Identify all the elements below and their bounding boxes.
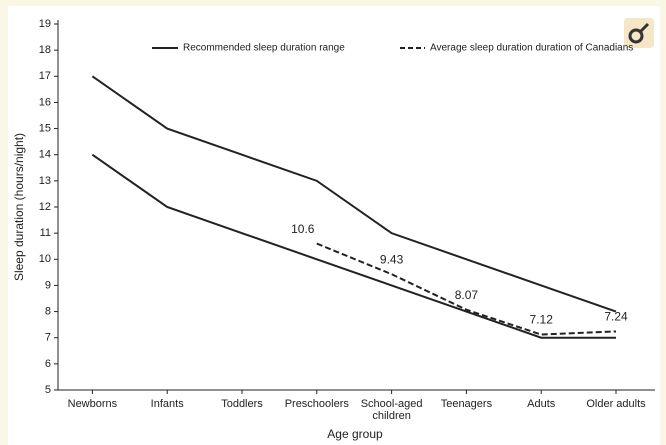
y-tick-label: 12 (39, 201, 51, 213)
series-line (316, 242, 617, 336)
plot-background (8, 6, 660, 445)
y-tick-label: 16 (39, 96, 51, 108)
y-tick-label: 13 (39, 175, 51, 187)
y-tick-label: 8 (45, 305, 51, 317)
y-tick-label: 17 (39, 70, 51, 82)
y-tick-label: 14 (39, 149, 51, 161)
series-line (91, 153, 616, 339)
logo (624, 18, 654, 48)
series-line (91, 75, 617, 313)
x-axis-title: Age group (327, 427, 383, 441)
y-tick-label: 15 (39, 122, 51, 134)
data-label: 10.6 (291, 222, 315, 236)
data-label: 8.07 (455, 288, 479, 302)
y-tick-label: 5 (45, 384, 51, 396)
legend-label: Average sleep duration duration of Canad… (430, 43, 633, 54)
x-tick-label: Aduts (527, 398, 556, 410)
y-tick-label: 19 (39, 18, 51, 30)
y-tick-label: 18 (39, 44, 51, 56)
x-tick-label: Teenagers (441, 398, 493, 410)
data-label: 7.24 (604, 310, 628, 324)
y-axis-title: Sleep duration (hours/night) (12, 133, 26, 281)
y-tick-label: 7 (45, 332, 51, 344)
x-tick-label: Older adults (586, 398, 646, 410)
y-tick-label: 9 (45, 279, 51, 291)
x-tick-label: School-aged children (361, 398, 423, 422)
legend-label: Recommended sleep duration range (183, 43, 345, 54)
x-tick-label: Toddlers (221, 398, 263, 410)
y-tick-label: 11 (40, 227, 51, 239)
data-label: 9.43 (380, 252, 404, 266)
y-tick-label: 6 (45, 358, 51, 370)
x-tick-label: Newborns (68, 398, 118, 410)
x-tick-label: Infants (151, 398, 185, 410)
y-tick-label: 10 (39, 253, 51, 265)
data-label: 7.12 (530, 313, 554, 327)
x-tick-label: Preschoolers (285, 398, 350, 410)
